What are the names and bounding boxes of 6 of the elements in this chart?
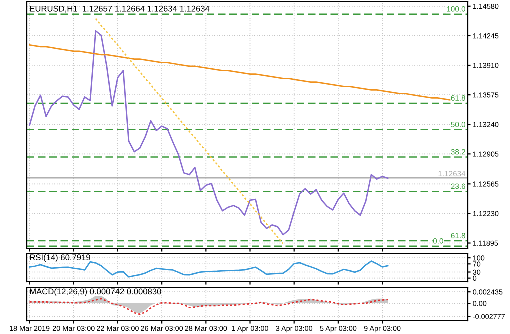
chart-title: EURUSD,H1 1.12657 1.12664 1.12634 1.12634 [30, 6, 210, 13]
line-series [29, 30, 389, 236]
line-series [95, 18, 284, 244]
chart-title: MACD(12,26,9) 0.000742 0.000830 [30, 288, 162, 296]
chart-title: RSI(14) 60.7919 [30, 254, 90, 262]
line-series [29, 260, 389, 278]
